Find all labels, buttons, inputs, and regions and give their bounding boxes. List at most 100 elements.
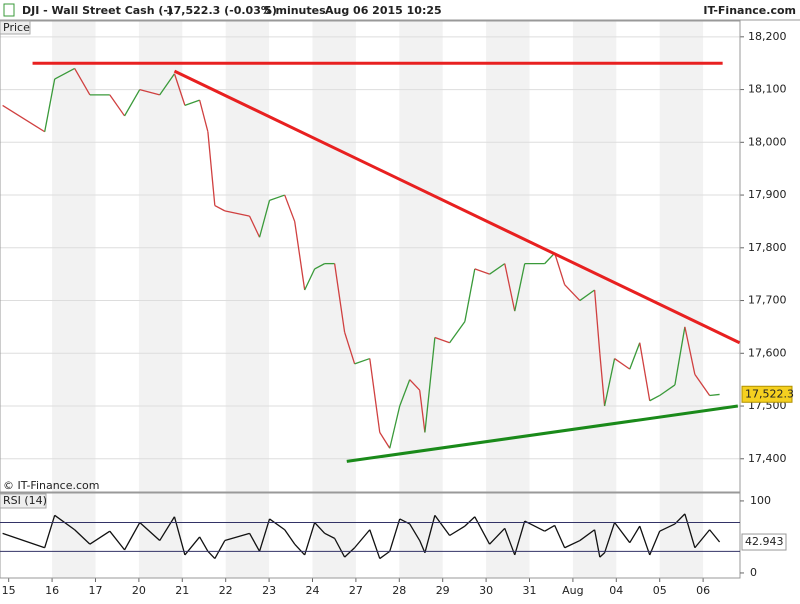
day-band [312, 493, 356, 578]
price-segment [629, 342, 641, 370]
price-segment [354, 529, 371, 549]
price-segment [593, 289, 601, 354]
price-segment [199, 99, 209, 132]
day-band [312, 21, 356, 492]
price-segment [294, 221, 306, 291]
x-tick-label: 20 [132, 584, 146, 597]
rsi-title: RSI (14) [3, 494, 47, 507]
price-segment [419, 390, 426, 433]
price-segment [284, 194, 296, 222]
last-price-box [741, 385, 793, 403]
interval: 5 minutes [264, 4, 326, 17]
price-segment [369, 358, 381, 433]
price-segment [489, 527, 506, 545]
x-tick-label: 22 [219, 584, 233, 597]
price-segment [123, 522, 141, 551]
price-segment [333, 263, 346, 333]
price-segment [603, 358, 616, 407]
price-segment [544, 524, 555, 532]
chart-icon [3, 3, 15, 17]
y-tick-label: 18,200 [748, 30, 787, 43]
price-segment [224, 210, 250, 217]
price-segment [674, 326, 686, 386]
datetime: Aug 06 2015 10:25 [325, 4, 442, 17]
price-segment [554, 525, 566, 549]
rsi-tag [0, 493, 47, 509]
price-tag [0, 20, 31, 35]
day-band [659, 21, 704, 492]
last-price-label: 17,522.3 [745, 387, 794, 400]
price-segment [389, 405, 401, 449]
y-tick-label: 100 [750, 494, 771, 507]
y-tick-label: 18,000 [748, 135, 787, 148]
price-segment [554, 252, 566, 285]
day-band [138, 493, 183, 578]
price-segment [334, 538, 346, 558]
x-tick-label: 23 [262, 584, 276, 597]
price-segment [44, 78, 56, 132]
price-segment [207, 550, 216, 560]
price-segment [409, 379, 421, 391]
x-tick-label: 05 [653, 584, 667, 597]
price-segment [44, 515, 56, 548]
price-segment [614, 522, 631, 544]
day-band [225, 493, 270, 578]
y-tick-label: 17,800 [748, 241, 787, 254]
price-segment [354, 357, 370, 365]
source: © IT-Finance.com [3, 479, 100, 492]
price-segment [474, 268, 490, 275]
price-segment [54, 67, 75, 80]
price-segment [514, 263, 526, 312]
price-segment [514, 520, 526, 556]
price-segment [324, 532, 335, 539]
price-segment [159, 516, 176, 541]
x-tick-label: 06 [696, 584, 710, 597]
price-segment [139, 88, 160, 96]
price-segment [684, 513, 696, 548]
price-segment [159, 73, 176, 96]
price-segment [709, 393, 720, 397]
day-band [659, 493, 704, 578]
plot-area: 17,40017,50017,60017,70017,80017,90018,0… [0, 20, 794, 597]
price-segment [639, 342, 651, 401]
price-segment [214, 540, 226, 559]
x-tick-label: 27 [349, 584, 363, 597]
day-band [138, 21, 183, 492]
price-segment [369, 529, 381, 559]
price-segment [269, 518, 286, 531]
price-segment [207, 131, 216, 206]
day-band [399, 493, 443, 578]
price-segment [314, 522, 326, 534]
price-segment [464, 516, 476, 527]
price-segment [2, 532, 45, 549]
price-segment [659, 523, 676, 532]
y-tick-label: 17,700 [748, 294, 787, 307]
price-segment [109, 94, 126, 117]
price-segment [449, 321, 466, 344]
price-segment [284, 529, 296, 545]
day-band [52, 493, 96, 578]
price-segment [399, 379, 411, 407]
price-segment [474, 516, 491, 545]
price-segment [579, 529, 595, 542]
price-segment [649, 394, 661, 402]
y-tick-label: 17,600 [748, 346, 787, 359]
price-segment [224, 532, 250, 542]
price-segment [269, 194, 285, 201]
price-segment [599, 552, 606, 558]
price-segment [173, 73, 186, 106]
brand: IT-Finance.com [703, 4, 796, 17]
day-band [52, 21, 96, 492]
price-segment [74, 68, 91, 96]
price-segment [694, 374, 711, 396]
day-band [572, 493, 617, 578]
price-segment [304, 268, 316, 291]
y-tick-label: 17,400 [748, 452, 787, 465]
price-segment [199, 536, 209, 552]
price-segment [379, 550, 391, 560]
quote: 17,522.3 (-0.03%) [166, 4, 277, 17]
price-segment [544, 252, 556, 265]
x-tick-label: 21 [175, 584, 189, 597]
trendline [346, 404, 739, 463]
symbol: DJI - Wall Street Cash (-) [22, 4, 173, 17]
